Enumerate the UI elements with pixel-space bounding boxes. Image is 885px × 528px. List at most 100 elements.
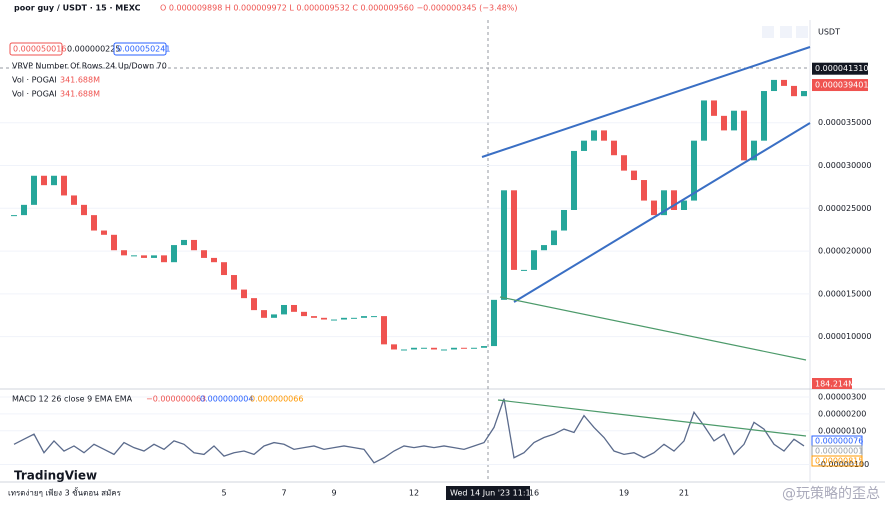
macd-title: MACD 12 26 close 9 EMA EMA xyxy=(12,395,133,404)
readout-label: 0.00000076 xyxy=(815,437,863,446)
symbol: poor guy / USDT · 15 · MEXC xyxy=(14,4,141,13)
candle xyxy=(101,230,107,235)
y-tick-label: -0.00000100 xyxy=(818,460,869,469)
x-tick-label: 9 xyxy=(331,489,336,498)
y-tick-label: 0.000030000 xyxy=(818,161,871,170)
candle xyxy=(281,304,287,315)
candle xyxy=(641,180,647,201)
box-text: 0.000000225 xyxy=(67,45,120,54)
candle xyxy=(251,298,257,311)
candle xyxy=(191,239,197,251)
toolbar-button[interactable] xyxy=(796,26,808,38)
indicator: VRVP Number Of Rows 24 Up/Down 70 xyxy=(12,62,167,71)
candle xyxy=(151,255,157,258)
candle xyxy=(271,314,277,318)
candle xyxy=(441,349,447,351)
candle xyxy=(201,250,207,258)
candle xyxy=(381,316,387,345)
candle xyxy=(61,175,67,196)
candle xyxy=(451,347,457,350)
candle xyxy=(581,140,587,151)
price-box xyxy=(812,62,868,75)
candle xyxy=(401,349,407,351)
candle xyxy=(331,319,337,321)
candle xyxy=(321,317,327,320)
candle xyxy=(651,200,657,216)
currency: USDT xyxy=(818,28,840,37)
watermark: @玩策略的歪总 xyxy=(782,485,880,502)
toolbar-button[interactable] xyxy=(780,26,792,38)
candle xyxy=(481,346,487,348)
candle xyxy=(161,255,167,263)
candle xyxy=(551,230,557,246)
candle xyxy=(121,250,127,256)
y-tick-label: 0.000025000 xyxy=(818,204,871,213)
candle xyxy=(591,130,597,141)
candle xyxy=(761,91,767,141)
x-tick-label: 19 xyxy=(619,489,629,498)
candle xyxy=(111,234,117,251)
candle xyxy=(141,255,147,258)
grid xyxy=(0,122,810,466)
indicator-value: 341.688M xyxy=(60,76,100,85)
candle xyxy=(621,155,627,171)
candle xyxy=(461,347,467,349)
candle xyxy=(71,195,77,205)
x-tick-label: 16 xyxy=(529,489,539,498)
indicator-value: 341.688M xyxy=(60,90,100,99)
toolbar-button[interactable] xyxy=(762,26,774,38)
crosshair-label: Wed 14 Jun '23 11:15 xyxy=(450,489,536,498)
price-label: 0.000039401 xyxy=(815,81,868,90)
candle xyxy=(211,257,217,263)
y-tick-label: 0.00000100 xyxy=(818,426,866,435)
candle xyxy=(511,190,517,270)
candle xyxy=(81,204,87,216)
macd-readout: 0.000000066 xyxy=(250,395,303,404)
candle xyxy=(181,239,187,246)
readout-box xyxy=(811,455,863,467)
candle xyxy=(691,140,697,201)
price-label: 0.000041310 xyxy=(815,64,868,73)
candle xyxy=(721,115,727,131)
y-tick-label: 0.000010000 xyxy=(818,332,871,341)
trend-line xyxy=(497,399,807,437)
candle xyxy=(541,245,547,251)
macd-readout: −0.000000063 xyxy=(146,395,206,404)
box xyxy=(113,42,167,56)
candle xyxy=(131,255,137,257)
candle xyxy=(801,91,807,97)
y-tick-label: 0.00000200 xyxy=(818,409,866,418)
x-tick-label: 5 xyxy=(221,489,226,498)
indicator: Vol · POGAI xyxy=(12,76,57,85)
candle xyxy=(361,316,367,318)
y-tick-label: 0.000015000 xyxy=(818,289,871,298)
macd-line xyxy=(13,398,805,464)
candle xyxy=(371,316,377,318)
candle xyxy=(261,310,267,318)
candle xyxy=(51,175,57,186)
candle xyxy=(341,317,347,320)
candle xyxy=(571,150,577,210)
candle xyxy=(501,190,507,300)
candle xyxy=(631,170,637,181)
candle xyxy=(311,316,317,318)
candle xyxy=(21,204,27,216)
candle xyxy=(31,175,37,205)
candle xyxy=(671,190,677,210)
volume-box xyxy=(812,378,852,389)
trend-line xyxy=(513,122,811,303)
candle xyxy=(431,347,437,350)
box-text: 0.000050241 xyxy=(117,45,170,54)
candle xyxy=(531,250,537,270)
candle xyxy=(221,262,227,276)
marks xyxy=(11,79,807,464)
candle xyxy=(521,269,527,271)
x-tick-label: 12 xyxy=(409,489,419,498)
candle xyxy=(301,311,307,317)
trend-line xyxy=(481,46,811,158)
candle xyxy=(291,304,297,312)
candle xyxy=(391,344,397,350)
y-tick-label: 0.000035000 xyxy=(818,118,871,127)
box-text: 0.000050016 xyxy=(13,45,66,54)
